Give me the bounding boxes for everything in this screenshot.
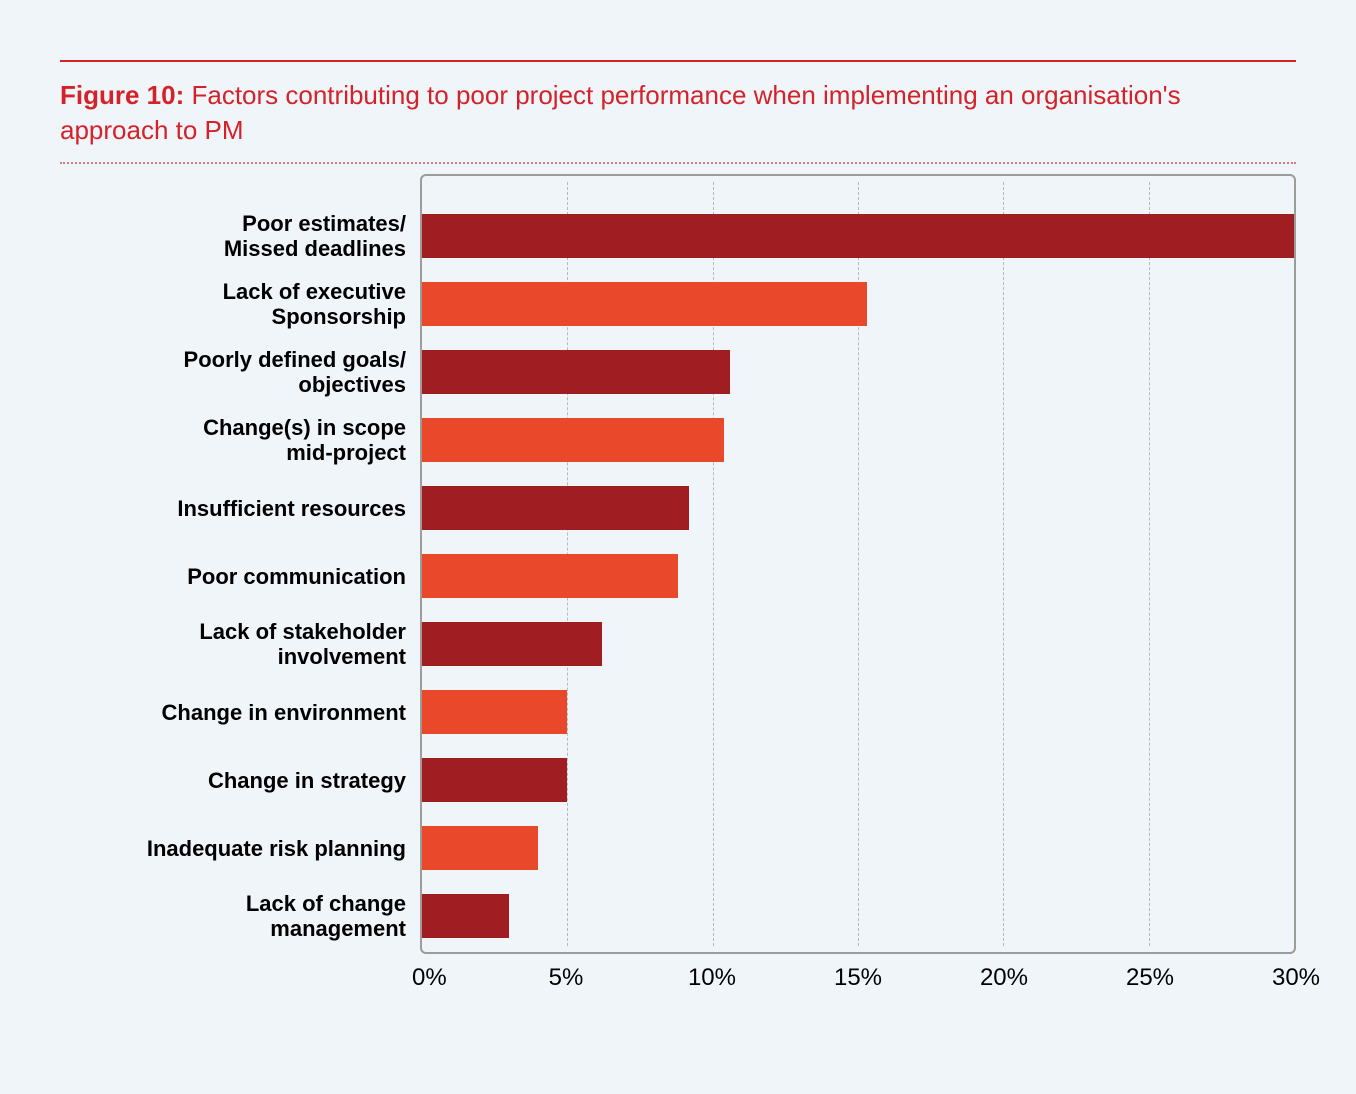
x-tick-label: 20% xyxy=(980,964,1028,992)
category-label: Inadequate risk planning xyxy=(60,814,420,882)
category-label: Change in environment xyxy=(60,678,420,746)
bar xyxy=(422,690,567,734)
category-label: Lack of stakeholderinvolvement xyxy=(60,610,420,678)
category-label: Poor estimates/Missed deadlines xyxy=(60,202,420,270)
bar-row xyxy=(422,202,1294,270)
category-label: Poorly defined goals/objectives xyxy=(60,338,420,406)
bars-container xyxy=(422,176,1294,950)
category-label: Change(s) in scopemid-project xyxy=(60,406,420,474)
bar-row xyxy=(422,678,1294,746)
x-tick-label: 10% xyxy=(688,964,736,992)
bar xyxy=(422,350,730,394)
x-tick-label: 15% xyxy=(834,964,882,992)
bar-row xyxy=(422,610,1294,678)
bar xyxy=(422,214,1294,258)
plot-column: 0%5%10%15%20%25%30% xyxy=(420,174,1296,1012)
category-label: Lack of changemanagement xyxy=(60,882,420,950)
bar xyxy=(422,282,867,326)
bar-row xyxy=(422,270,1294,338)
category-label: Change in strategy xyxy=(60,746,420,814)
bar-row xyxy=(422,882,1294,950)
bar xyxy=(422,622,602,666)
x-tick-label: 25% xyxy=(1126,964,1174,992)
x-tick-label: 0% xyxy=(412,964,447,992)
bar-row xyxy=(422,746,1294,814)
figure-label: Figure 10: xyxy=(60,80,184,110)
bar-row xyxy=(422,338,1294,406)
x-tick-label: 5% xyxy=(549,964,584,992)
bar xyxy=(422,486,689,530)
bar xyxy=(422,554,678,598)
dotted-rule xyxy=(60,162,1296,164)
bar xyxy=(422,418,724,462)
bar-row xyxy=(422,406,1294,474)
bar-row xyxy=(422,542,1294,610)
title-rule-top xyxy=(60,60,1296,62)
category-label: Lack of executiveSponsorship xyxy=(60,270,420,338)
bar xyxy=(422,826,538,870)
bar-row xyxy=(422,814,1294,882)
bar xyxy=(422,758,567,802)
x-axis: 0%5%10%15%20%25%30% xyxy=(420,964,1296,1012)
figure-caption: Factors contributing to poor project per… xyxy=(60,80,1181,145)
figure-card: Figure 10: Factors contributing to poor … xyxy=(40,30,1316,1064)
y-axis-labels: Poor estimates/Missed deadlinesLack of e… xyxy=(60,174,420,1012)
category-label: Insufficient resources xyxy=(60,474,420,542)
bar-row xyxy=(422,474,1294,542)
figure-title: Figure 10: Factors contributing to poor … xyxy=(60,78,1296,162)
grid-line xyxy=(1294,182,1295,946)
category-label: Poor communication xyxy=(60,542,420,610)
plot-area xyxy=(420,174,1296,954)
x-tick-label: 30% xyxy=(1272,964,1320,992)
bar xyxy=(422,894,509,938)
chart: Poor estimates/Missed deadlinesLack of e… xyxy=(60,168,1296,1012)
